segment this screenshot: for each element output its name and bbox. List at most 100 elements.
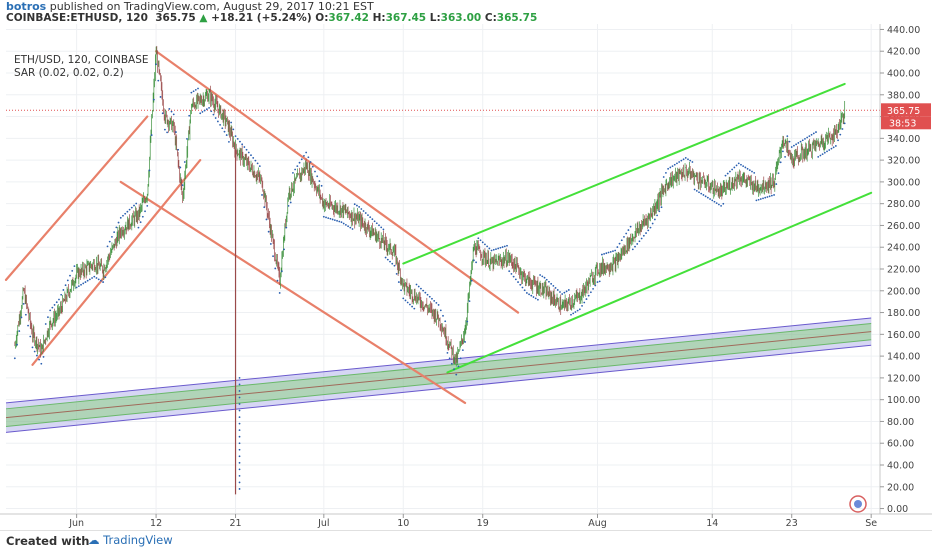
sar-dot [512,275,515,278]
sar-dot [201,111,204,113]
sar-dot [152,98,155,101]
sar-dot [161,112,164,115]
sar-dot [647,229,650,232]
sar-dot [819,154,822,157]
sar-dot [841,128,844,130]
sar-dot [453,368,455,371]
sar-dot [503,245,506,248]
sar-dot [342,222,345,225]
sar-dot [27,324,29,327]
trendline-red-lower-jun[interactable] [31,159,202,366]
sar-dot [239,140,241,143]
sar-dot [455,373,458,376]
sar-dot [133,204,135,207]
sar-dot [786,135,789,138]
trendlines[interactable] [4,50,880,405]
sar-dot [620,239,623,242]
trendline-green-lower[interactable] [446,191,873,374]
price-tick-label: 200.00 [887,286,920,297]
sar-dot [742,165,745,168]
sar-dot [448,357,451,360]
sar-dot [241,143,244,146]
low-value: 363.00 [440,12,482,24]
sar-dot [424,291,427,294]
sar-dot [238,383,241,386]
sar-dot [128,208,131,211]
sar-dot [141,215,144,218]
sar-dot [678,161,681,163]
chart-area[interactable]: 440.00420.00400.00380.00360.00340.00320.… [0,24,932,530]
sar-dot [795,143,798,146]
sar-dot [790,146,793,148]
sar-dot [706,196,709,199]
sar-dot [413,307,416,310]
sar-dot [773,194,775,196]
sar-dot [543,276,546,279]
sar-dot [475,261,478,264]
sar-dot [247,151,250,154]
trendline-green-upper[interactable] [402,82,846,265]
sar-dot [216,120,219,123]
sar-dot [197,87,199,90]
sar-dot [130,206,133,209]
sar-dot [689,159,692,162]
high-value: 367.45 [385,12,427,24]
price-axis[interactable]: 440.00420.00400.00380.00360.00340.00320.… [879,24,931,515]
sar-dot [731,168,734,171]
trendline-red-desc-lower[interactable] [119,180,467,405]
trendline-red-desc-upper[interactable] [154,50,520,314]
sar-dot [470,279,473,282]
symbol-line: COINBASE:ETHUSD, 120 365.75 ▲ +18.21 (+5… [6,12,537,24]
sar-dot [58,298,60,301]
author-name[interactable]: botros [6,0,47,13]
sar-dot [219,123,221,126]
sar-dot [640,237,643,240]
created-with-label: Created with [6,534,90,548]
sar-dot [100,279,102,282]
price-tick-label: 400.00 [887,69,920,80]
sar-dot [188,114,191,117]
sar-dot [402,297,405,300]
sar-dot [113,231,116,234]
sar-dot [464,341,466,343]
sar-dot [192,90,195,93]
sar-dot [238,416,241,418]
sar-dot [95,277,98,279]
sar-dot [148,169,151,172]
sar-dot [748,169,751,172]
sar-dot [832,146,835,149]
sar-dot [238,481,241,484]
price-tick-label: 180.00 [887,308,920,319]
sar-dot [415,283,418,286]
sar-dot [287,204,290,207]
trendline-red-upper-jun[interactable] [4,115,149,281]
sar-dot [450,362,453,365]
sar-dot [228,140,230,143]
tradingview-logo[interactable]: ☁ TradingView [88,533,173,547]
sar-dot [662,176,665,178]
sar-dot [682,158,685,161]
open-label: O: [315,12,329,24]
sar-dot [256,162,259,165]
sar-dot [420,287,422,290]
sar-dot [735,164,738,167]
sar-dot [673,163,676,166]
time-axis[interactable]: Jun 12 21 Jul 10 19 Aug 14 23 Se [0,513,932,529]
sar-dot [545,278,548,281]
price-chart[interactable]: 440.00420.00400.00380.00360.00340.00320.… [0,24,932,530]
sar-dot [47,316,49,319]
sar-dot [422,289,425,292]
sar-dot [656,214,658,217]
sar-dot [497,247,500,250]
legend-sar: SAR (0.02, 0.02, 0.2) [14,67,124,79]
sar-dot [578,308,581,311]
watermark-badge [849,495,867,513]
sar-dot [653,218,656,221]
sar-dot [784,155,786,158]
sar-dot [384,256,387,259]
sar-dot [693,188,696,191]
sar-dot [166,131,169,134]
sar-dot [203,109,206,112]
sar-dot [208,106,210,109]
sar-dot [720,204,722,207]
